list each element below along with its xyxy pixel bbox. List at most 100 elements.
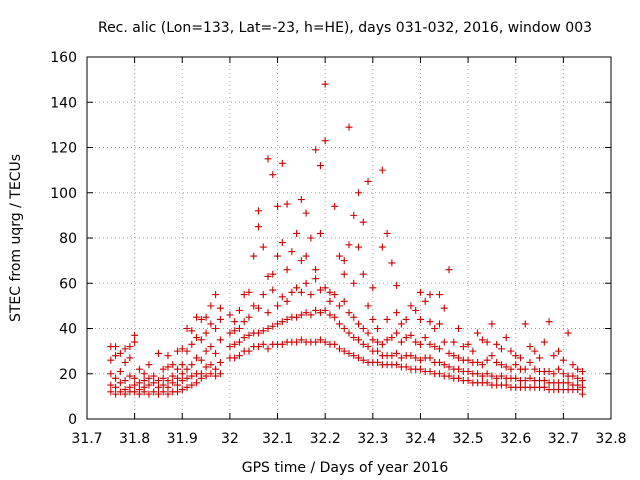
- data-point: [245, 288, 253, 296]
- data-point: [183, 374, 191, 382]
- data-point: [274, 302, 282, 310]
- data-point: [578, 383, 586, 391]
- data-point: [393, 329, 401, 337]
- data-point: [159, 381, 167, 389]
- data-point: [359, 340, 367, 348]
- data-point: [164, 377, 172, 385]
- data-point: [426, 354, 434, 362]
- data-point: [436, 320, 444, 328]
- data-point: [331, 340, 339, 348]
- data-point: [112, 390, 120, 398]
- data-point: [212, 291, 220, 299]
- data-point: [169, 361, 177, 369]
- data-point: [488, 352, 496, 360]
- data-point: [278, 239, 286, 247]
- data-point: [140, 370, 148, 378]
- data-point: [340, 347, 348, 355]
- x-tick-label: 31.9: [167, 431, 198, 447]
- data-point: [154, 377, 162, 385]
- data-point: [374, 338, 382, 346]
- data-point: [369, 284, 377, 292]
- data-point: [359, 218, 367, 226]
- data-point: [321, 137, 329, 145]
- data-point: [235, 325, 243, 332]
- data-point: [340, 297, 348, 305]
- data-point: [107, 370, 115, 378]
- data-point: [145, 390, 153, 398]
- data-point: [254, 304, 262, 312]
- data-point: [197, 315, 205, 323]
- data-point: [116, 367, 124, 375]
- data-point: [278, 293, 286, 301]
- data-point: [574, 381, 582, 389]
- data-point: [350, 211, 358, 219]
- data-point: [416, 288, 424, 296]
- data-point: [478, 372, 486, 380]
- data-point: [259, 243, 267, 251]
- data-point: [540, 338, 548, 346]
- data-point: [393, 349, 401, 357]
- data-point: [364, 302, 372, 310]
- data-point: [150, 388, 158, 396]
- data-point: [183, 325, 191, 332]
- x-tick-label: 32.7: [548, 431, 579, 447]
- data-point: [574, 374, 582, 382]
- data-point: [455, 354, 463, 362]
- data-point: [464, 377, 472, 385]
- y-tick-label: 160: [50, 50, 77, 66]
- data-point: [474, 358, 482, 366]
- data-point: [331, 313, 339, 321]
- data-point: [526, 374, 534, 382]
- y-axis-label: STEC from uqrg / TECUs: [8, 154, 24, 322]
- data-point: [269, 171, 277, 179]
- data-point: [578, 367, 586, 375]
- data-point: [126, 383, 134, 391]
- data-point: [193, 334, 201, 342]
- data-point: [116, 379, 124, 387]
- data-point: [326, 288, 334, 296]
- data-point: [164, 383, 172, 391]
- data-point: [312, 306, 320, 314]
- y-tick-label: 60: [59, 276, 77, 292]
- data-point: [426, 318, 434, 326]
- data-point: [502, 363, 510, 371]
- data-point: [345, 123, 353, 131]
- data-point: [555, 365, 563, 373]
- data-point: [159, 388, 167, 396]
- data-point: [126, 372, 134, 380]
- data-point: [121, 345, 129, 353]
- data-point: [512, 352, 520, 360]
- y-tick-label: 80: [59, 231, 77, 247]
- x-tick-labels: 31.7 31.8 31.9 32 32.1 32.2 32.3 32.4 32.5 32.6 32…: [71, 431, 626, 447]
- data-point: [407, 302, 415, 310]
- x-tick-label: 32.5: [453, 431, 484, 447]
- data-point: [512, 374, 520, 382]
- data-point: [531, 347, 539, 355]
- data-point: [212, 365, 220, 373]
- data-point: [183, 347, 191, 355]
- data-point: [202, 313, 210, 321]
- data-point: [169, 379, 177, 387]
- data-point: [283, 200, 291, 208]
- data-point: [131, 338, 139, 346]
- chart-title: Rec. alic (Lon=133, Lat=-23, h=HE), days…: [98, 20, 592, 36]
- data-point: [288, 288, 296, 296]
- data-point: [383, 315, 391, 323]
- x-axis-label: GPS time / Days of year 2016: [242, 460, 449, 476]
- data-point: [321, 306, 329, 314]
- data-point: [207, 343, 215, 351]
- data-point: [455, 365, 463, 373]
- x-tick-label: 32.6: [500, 431, 531, 447]
- data-point: [174, 381, 182, 389]
- data-point: [283, 297, 291, 305]
- data-point: [307, 291, 315, 299]
- data-point: [331, 291, 339, 299]
- data-point: [135, 365, 143, 373]
- data-point: [274, 202, 282, 210]
- data-point: [231, 318, 239, 326]
- data-point: [212, 325, 220, 332]
- data-point: [436, 345, 444, 353]
- data-point: [340, 325, 348, 332]
- data-point: [254, 329, 262, 337]
- data-point: [326, 297, 334, 305]
